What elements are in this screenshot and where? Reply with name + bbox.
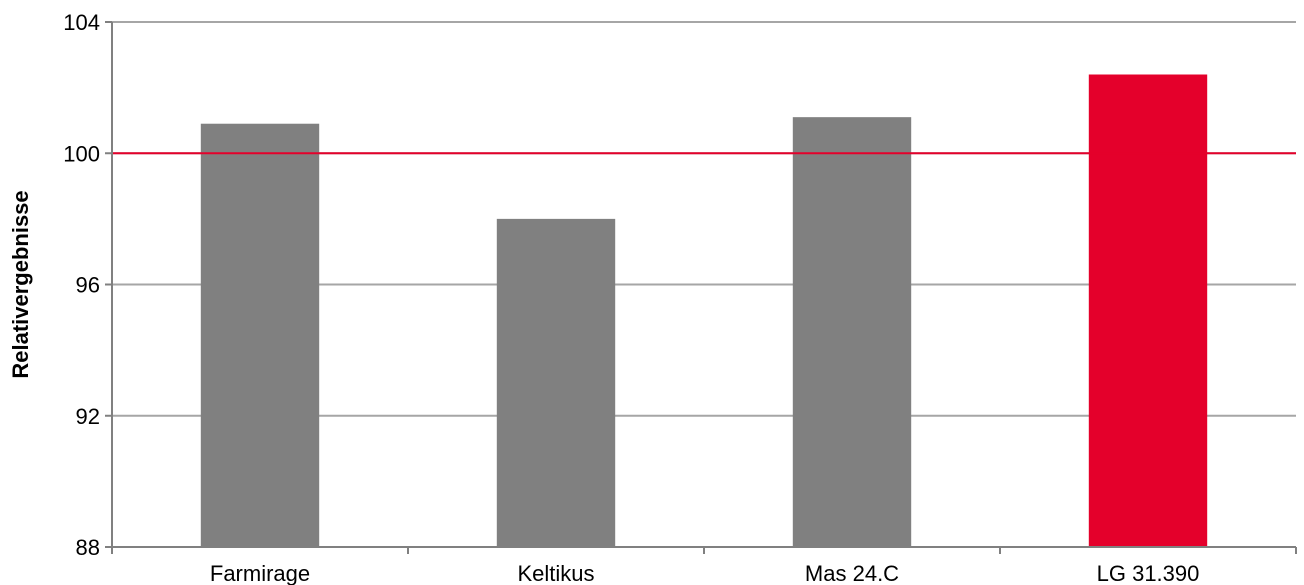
y-tick-label: 100	[63, 141, 100, 166]
bar-farmirage	[200, 123, 320, 547]
x-tick-label: LG 31.390	[1097, 561, 1200, 585]
y-axis-title: Relativergebnisse	[8, 190, 33, 378]
x-tick-label: Mas 24.C	[805, 561, 899, 585]
x-tick-label: Keltikus	[517, 561, 594, 585]
y-tick-label: 96	[76, 273, 100, 298]
y-tick-labels: 88 92 96 100 104	[63, 10, 112, 560]
bar-keltikus	[496, 218, 616, 547]
bars	[200, 74, 1208, 547]
bar-mas-24-c	[792, 117, 912, 547]
y-tick-label: 104	[63, 10, 100, 35]
bar-lg-31-390	[1088, 74, 1208, 547]
y-tick-label: 88	[76, 535, 100, 560]
y-tick-label: 92	[76, 404, 100, 429]
x-tick-label: Farmirage	[210, 561, 310, 585]
x-tick-labels: Farmirage Keltikus Mas 24.C LG 31.390	[111, 547, 1297, 585]
